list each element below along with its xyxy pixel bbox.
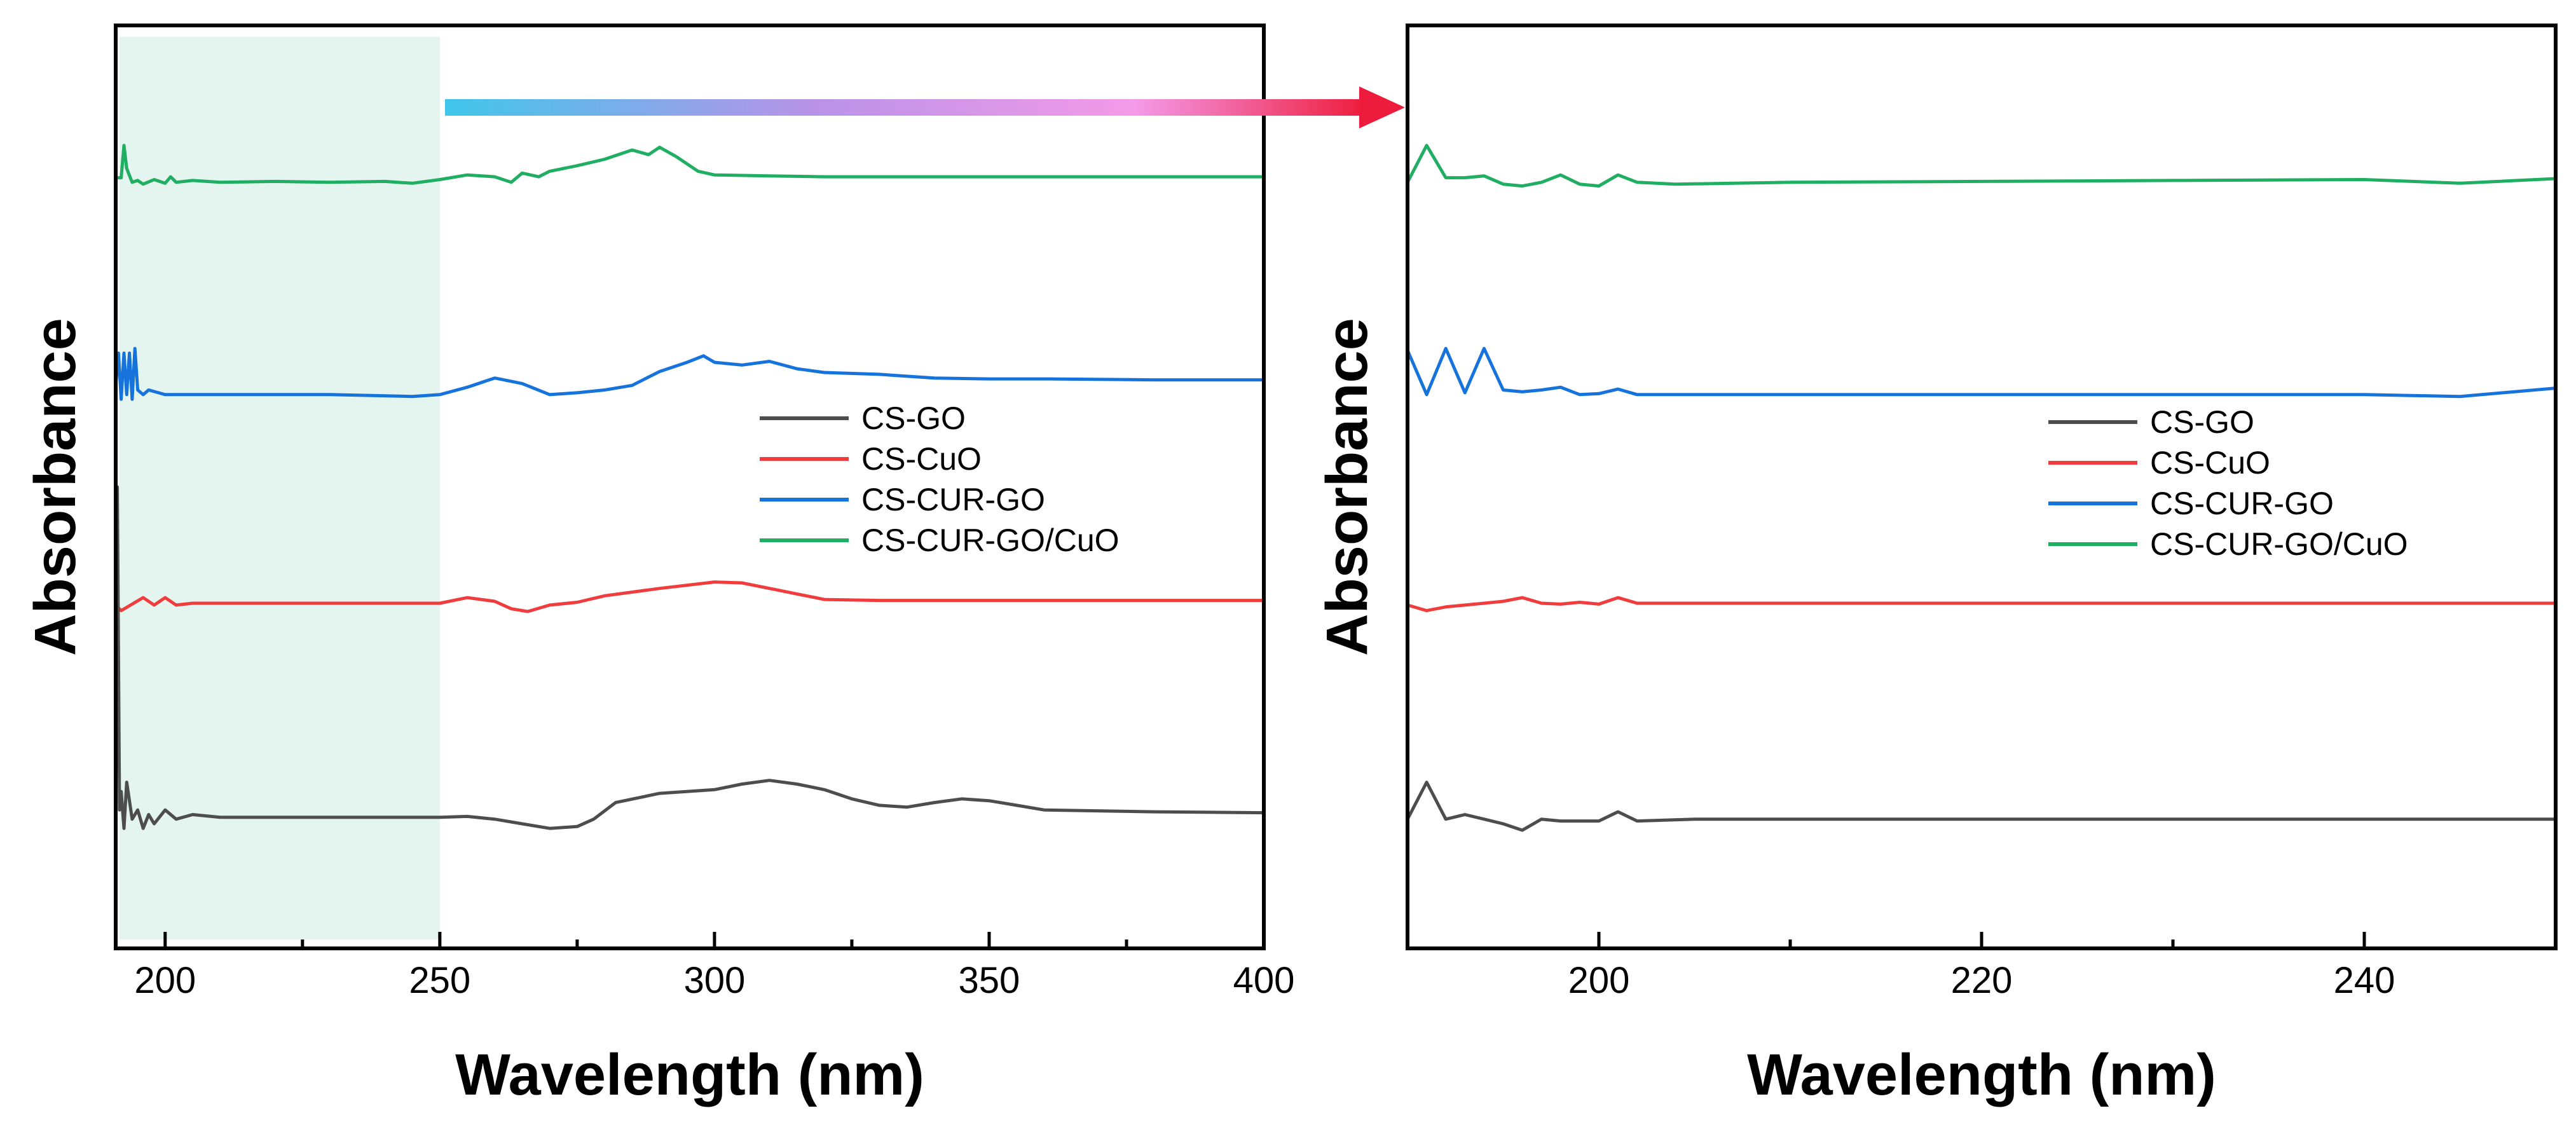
right-tick-label-240: 240 [2334, 960, 2395, 1001]
zoom-arrow-head [1359, 86, 1405, 128]
right-series-cs-go [1406, 781, 2556, 832]
right-x-ticks: 200 220 240 [1406, 932, 2558, 1001]
right-series-cs-cur-go-cuo [1406, 144, 2556, 188]
left-tick-label-350: 350 [959, 960, 1020, 1001]
right-y-axis-title: Absorbance [1315, 318, 1380, 656]
left-tick-label-400: 400 [1233, 960, 1295, 1001]
left-legend-label-cs-go: CS-GO [861, 400, 966, 436]
left-tick-label-250: 250 [409, 960, 470, 1001]
right-panel: 200 220 240 Absorbance Wavelength (nm) CS-… [1315, 24, 2558, 1107]
right-tick-label-220: 220 [1951, 960, 2013, 1001]
left-legend: CS-GO CS-CuO CS-CUR-GO CS-CUR-GO/CuO [760, 400, 1120, 558]
left-series-cs-cur-go [114, 346, 1264, 401]
zoom-arrow-shaft [445, 99, 1366, 116]
zoom-arrow [445, 86, 1405, 128]
right-tick-label-200: 200 [1568, 960, 1630, 1001]
left-series-cs-cur-go-cuo [116, 144, 1264, 186]
left-x-ticks: 200 250 300 350 400 [134, 932, 1294, 1001]
right-x-axis-title: Wavelength (nm) [1747, 1042, 2216, 1107]
right-series-group [1406, 144, 2556, 832]
right-series-cs-cur-go [1406, 346, 2556, 399]
right-plot-frame [1406, 24, 2558, 950]
right-legend-label-cs-cur-go: CS-CUR-GO [2150, 486, 2334, 521]
left-x-axis-title: Wavelength (nm) [455, 1042, 924, 1107]
left-legend-label-cs-cuo: CS-CuO [861, 441, 982, 477]
right-legend-label-cs-go: CS-GO [2150, 404, 2254, 440]
left-series-cs-cuo [114, 580, 1264, 613]
left-legend-label-cs-cur-go-cuo: CS-CUR-GO/CuO [861, 523, 1120, 558]
left-series-cs-go [114, 485, 1264, 830]
right-legend-label-cs-cur-go-cuo: CS-CUR-GO/CuO [2150, 526, 2408, 562]
left-panel: 200 250 300 350 400 Absorbance Wavelength (n… [23, 24, 1294, 1107]
right-series-cs-cuo [1407, 596, 2556, 613]
left-tick-label-300: 300 [683, 960, 745, 1001]
left-tick-label-200: 200 [134, 960, 196, 1001]
right-legend: CS-GO CS-CuO CS-CUR-GO CS-CUR-GO/CuO [2048, 404, 2408, 562]
left-plot-frame [114, 24, 1266, 950]
right-legend-label-cs-cuo: CS-CuO [2150, 445, 2270, 481]
left-series-group [114, 144, 1264, 830]
left-y-axis-title: Absorbance [23, 318, 88, 656]
left-legend-label-cs-cur-go: CS-CUR-GO [861, 482, 1045, 517]
highlight-region [120, 37, 440, 939]
